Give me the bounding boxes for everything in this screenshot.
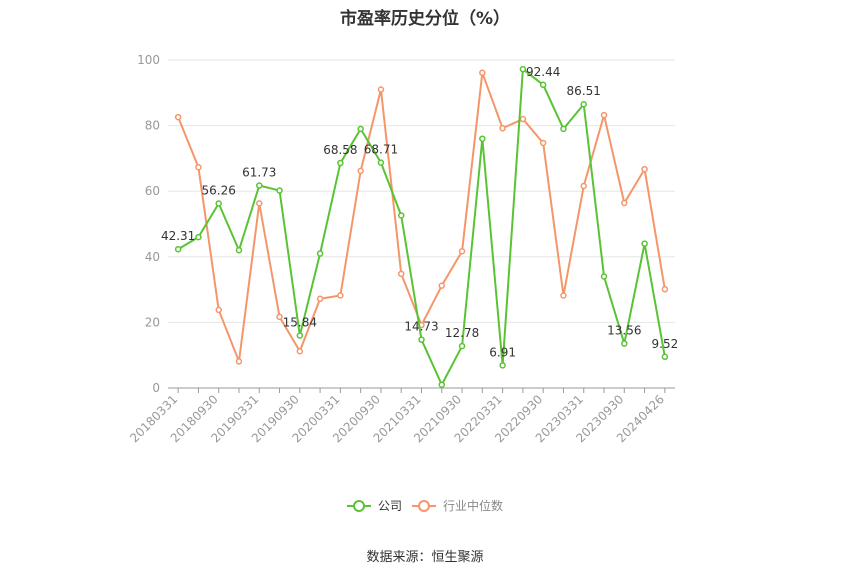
series-point-0 (519, 65, 527, 73)
series-point-1 (438, 282, 446, 289)
series-point-1 (276, 313, 283, 321)
legend-label-industry: 行业中位数 (443, 498, 503, 513)
series-point-0 (479, 135, 486, 142)
series-point-0 (499, 362, 506, 369)
series-point-0 (621, 340, 628, 347)
series-point-0 (357, 125, 364, 133)
series-point-1 (499, 124, 506, 132)
series-point-1 (641, 165, 648, 173)
series-point-0 (296, 332, 304, 339)
series-point-1 (560, 292, 567, 299)
y-tick-label: 80 (145, 119, 160, 133)
series-point-1 (195, 164, 202, 171)
series-point-1 (600, 111, 608, 119)
series-point-0 (276, 187, 283, 194)
series-point-1 (174, 113, 182, 121)
data-label: 42.31 (161, 229, 195, 243)
series-point-0 (418, 336, 425, 343)
series-point-0 (215, 200, 222, 207)
x-axis: 2018033120180930201903312019093020200331… (127, 387, 675, 445)
data-label: 15.84 (283, 316, 317, 330)
series-point-0 (377, 159, 385, 166)
series-point-0 (316, 250, 324, 257)
series-point-0 (174, 245, 182, 253)
y-tick-label: 60 (145, 184, 160, 198)
grid-lines (168, 59, 675, 323)
series-point-0 (560, 125, 567, 133)
series-point-0 (661, 353, 669, 361)
series-point-1 (296, 348, 304, 355)
series-point-0 (235, 246, 243, 254)
series-point-0 (641, 240, 648, 247)
data-label: 86.51 (567, 84, 601, 98)
series-point-1 (519, 115, 527, 123)
series-point-1 (316, 295, 324, 303)
data-labels-layer: 42.31 56.26 61.73 15.84 68.58 68.71 14.73 12.78… (161, 65, 678, 360)
series-point-1 (479, 69, 486, 77)
y-tick-label: 100 (137, 53, 160, 67)
series-line-1 (177, 71, 666, 363)
series-point-1 (397, 270, 405, 278)
data-label: 13.56 (607, 324, 641, 338)
y-tick-label: 0 (152, 381, 160, 395)
series-point-0 (195, 233, 202, 241)
y-tick-label: 40 (145, 250, 160, 264)
series-point-1 (215, 306, 222, 314)
series-point-0 (397, 212, 405, 219)
data-label: 92.44 (526, 65, 560, 79)
series-point-1 (377, 86, 385, 93)
data-label: 61.73 (242, 166, 276, 180)
series-point-0 (458, 342, 466, 350)
data-label: 56.26 (202, 183, 236, 197)
legend: 公司 行业中位数 (347, 498, 503, 513)
series-point-1 (458, 247, 466, 255)
data-label: 9.52 (652, 337, 679, 351)
series-point-1 (621, 199, 628, 207)
data-label: 14.73 (404, 320, 438, 334)
data-label: 68.58 (323, 143, 357, 157)
data-label: 68.71 (364, 143, 398, 157)
series-point-1 (661, 286, 669, 293)
series-point-0 (600, 273, 608, 280)
series-point-0 (438, 381, 446, 388)
series-point-0 (256, 182, 263, 189)
legend-marker-company (353, 500, 365, 512)
y-axis-ticks: 0 20 40 60 80 100 (137, 53, 160, 395)
series-layer (174, 65, 669, 388)
legend-marker-industry (418, 500, 430, 512)
data-label: 6.91 (489, 345, 516, 359)
series-point-0 (580, 100, 587, 108)
series-point-1 (580, 182, 587, 190)
series-point-1 (539, 139, 547, 147)
series-point-1 (337, 292, 344, 299)
y-tick-label: 20 (145, 315, 160, 329)
series-point-1 (235, 358, 243, 365)
data-source-note: 数据来源：恒生聚源 (366, 550, 484, 565)
data-label: 12.78 (445, 326, 479, 340)
series-point-0 (539, 81, 547, 89)
legend-label-company: 公司 (378, 499, 402, 513)
chart-title: 市盈率历史分位（%） (339, 9, 511, 29)
series-point-1 (256, 200, 263, 207)
series-point-0 (337, 159, 344, 167)
series-point-1 (357, 167, 364, 175)
